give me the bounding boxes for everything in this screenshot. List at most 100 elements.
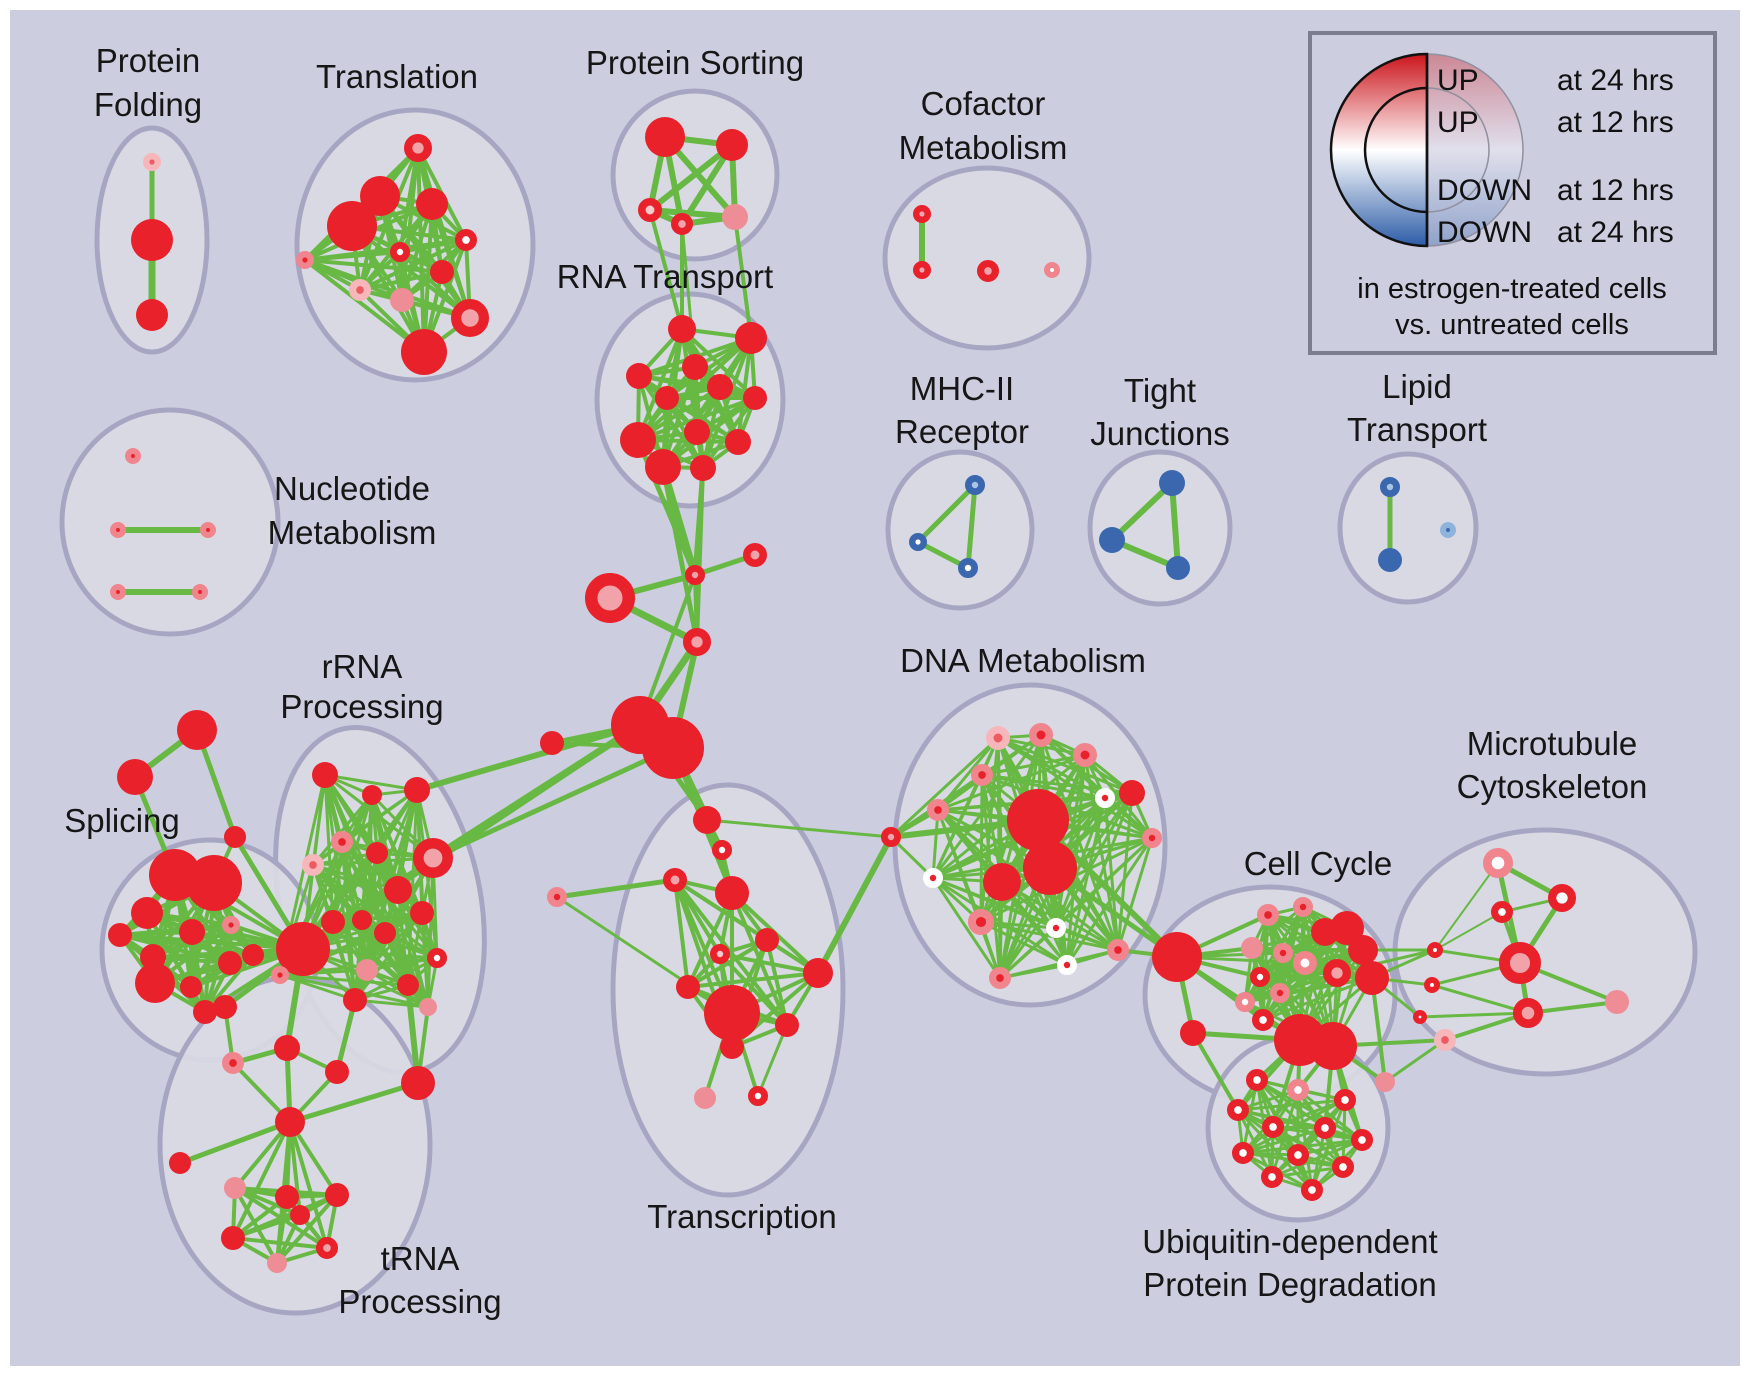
node-ps0 — [645, 117, 685, 157]
node-m1 — [1548, 883, 1577, 912]
node-dm6 — [1119, 780, 1145, 806]
edge — [353, 956, 439, 1002]
cluster-label-protein-folding-line1: Folding — [94, 86, 202, 123]
edge — [815, 834, 894, 976]
node-m6 — [1512, 997, 1543, 1028]
edge — [965, 482, 978, 571]
edge — [203, 953, 255, 1014]
node-tn1 — [221, 1051, 244, 1074]
node-rr6 — [412, 837, 453, 878]
edge — [288, 1120, 329, 1250]
node-tn13 — [290, 1205, 310, 1225]
node-r1 — [735, 322, 767, 354]
node-tx7 — [676, 975, 700, 999]
node-nm1 — [109, 522, 126, 539]
edge — [718, 952, 820, 975]
cluster-label-tight-junctions-line1: Junctions — [1090, 415, 1229, 452]
edge — [1116, 836, 1154, 952]
edge — [303, 258, 444, 274]
node-sl11 — [193, 1000, 217, 1024]
edge — [1054, 791, 1134, 930]
node-sl5 — [108, 923, 132, 947]
legend-box — [1308, 31, 1717, 355]
edge — [1258, 975, 1374, 980]
node-rr2 — [404, 777, 430, 803]
legend-time-3: at 24 hrs — [1557, 216, 1674, 249]
node-rr12 — [374, 922, 396, 944]
edge — [323, 773, 335, 924]
node-sl10 — [218, 951, 242, 975]
node-rr7 — [384, 876, 412, 904]
cluster-label-ubiquitin-dependent-protein-degradation-line1: Protein Degradation — [1143, 1266, 1437, 1303]
edge — [233, 1186, 279, 1265]
node-cc4 — [1241, 937, 1263, 959]
edge — [1278, 948, 1365, 995]
node-tx8 — [704, 985, 760, 1041]
node-t2 — [327, 201, 377, 251]
node-cm2 — [977, 259, 1000, 282]
node-t0 — [404, 134, 433, 163]
edge — [686, 891, 734, 989]
edge — [931, 876, 1002, 980]
node-ub0 — [1245, 1068, 1268, 1091]
edge — [383, 931, 430, 1009]
node-tx5 — [755, 928, 779, 952]
edge — [686, 971, 820, 989]
legend-direction-0: UP — [1437, 64, 1479, 97]
edge — [1430, 983, 1530, 1015]
edge — [1035, 817, 1180, 960]
node-rr16 — [343, 988, 367, 1012]
node-m0 — [1482, 847, 1513, 878]
edge — [1191, 1031, 1240, 1112]
cluster-label-rrna-processing-line1: Processing — [280, 688, 443, 725]
node-tx10 — [775, 1013, 799, 1037]
legend-caption-line0: in estrogen-treated cells — [1357, 273, 1667, 305]
node-dm14 — [1057, 955, 1078, 976]
edge — [1418, 1011, 1530, 1019]
edge — [378, 194, 472, 320]
cluster-label-nucleotide-metabolism-line0: Nucleotide — [274, 470, 430, 507]
node-t5 — [389, 241, 410, 262]
node-m5 — [1424, 977, 1441, 994]
edge — [323, 773, 419, 792]
node-ps4 — [722, 204, 748, 230]
network-nodes — [108, 117, 1629, 1273]
node-dm4 — [927, 799, 950, 822]
node-tx13 — [748, 1086, 769, 1107]
edge — [303, 258, 472, 320]
cluster-label-protein-sorting-line0: Protein Sorting — [586, 44, 804, 81]
node-t11 — [295, 251, 314, 270]
edge — [980, 773, 1154, 840]
edge — [756, 1023, 789, 1098]
node-mh0 — [965, 474, 986, 495]
edge — [414, 722, 643, 793]
legend: UP at 24 hrs UP at 12 hrs DOWN at 12 hrs DOWN a… — [1308, 31, 1717, 355]
edge — [980, 753, 1087, 777]
node-lt0 — [1380, 476, 1401, 497]
node-tn5 — [275, 1107, 305, 1137]
node-tn12 — [267, 1253, 287, 1273]
node-cc8 — [1348, 935, 1378, 965]
cluster-label-microtubule-cytoskeleton-line0: Microtubule — [1467, 725, 1638, 762]
node-ub5 — [1313, 1116, 1336, 1139]
node-tx0 — [693, 806, 721, 834]
node-dm2 — [1073, 743, 1098, 768]
edge — [636, 327, 684, 442]
node-dm1 — [1029, 723, 1054, 748]
cluster-ellipse-mhc-ii-receptor — [885, 449, 1035, 611]
node-tx9 — [803, 958, 833, 988]
node-cc12 — [1251, 1009, 1274, 1032]
edge — [426, 856, 435, 1009]
edge — [931, 808, 940, 880]
edge — [1383, 1038, 1447, 1084]
edge — [1434, 862, 1499, 951]
node-ccb2 — [1180, 1020, 1206, 1046]
edge — [1241, 1126, 1327, 1155]
edge — [765, 938, 789, 1027]
edge — [647, 142, 735, 213]
node-cc7 — [1323, 958, 1352, 987]
cluster-label-trna-processing-line0: tRNA — [381, 1240, 460, 1277]
node-rr8 — [410, 901, 434, 925]
cluster-label-dna-metabolism-line0: DNA Metabolism — [900, 642, 1146, 679]
